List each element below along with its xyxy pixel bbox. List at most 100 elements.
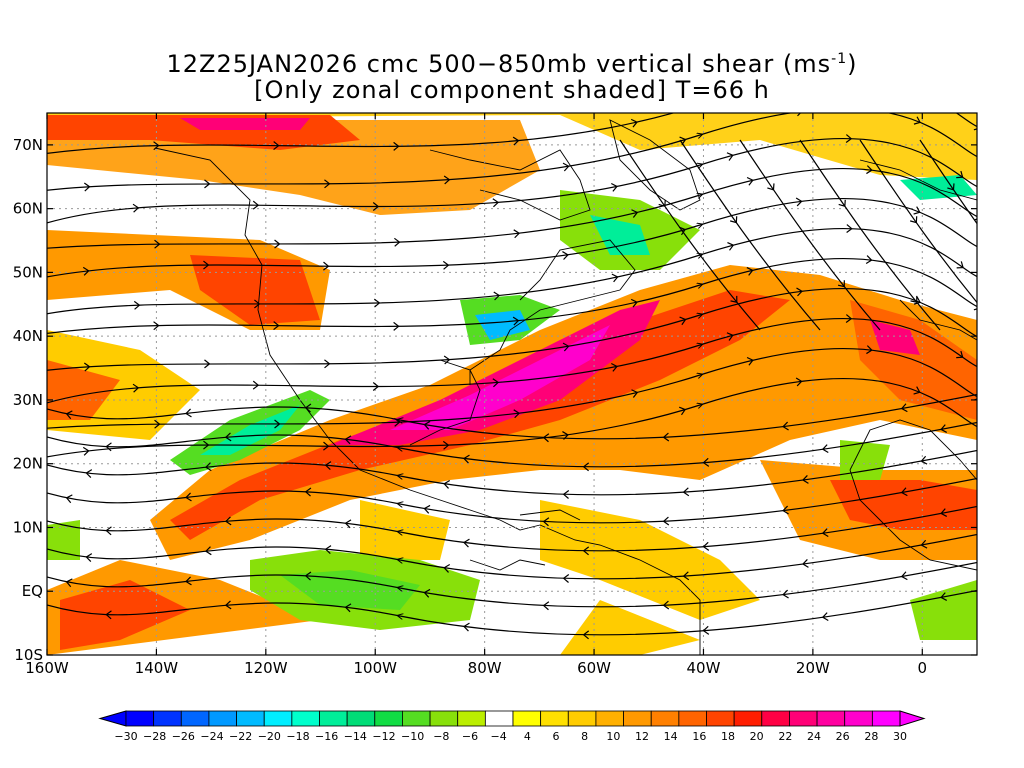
- streamline-arrow: [82, 266, 90, 276]
- colorbar-swatch: [429, 710, 459, 727]
- streamline-arrow: [252, 380, 260, 390]
- colorbar-label: −12: [372, 730, 395, 743]
- colorbar-swatch: [208, 710, 237, 727]
- streamline-arrow: [838, 199, 846, 208]
- streamline-arrow: [682, 487, 690, 497]
- streamline-arrow: [273, 141, 280, 151]
- streamline-arrow: [940, 424, 948, 433]
- streamline-arrow: [83, 182, 91, 192]
- streamline-arrow: [726, 152, 734, 161]
- streamline-arrow: [746, 356, 754, 366]
- streamline-arrow: [910, 295, 918, 303]
- streamline-arrow: [631, 389, 639, 398]
- streamline-arrow: [393, 141, 400, 151]
- colorbar-swatch: [844, 710, 873, 727]
- streamline-arrow: [185, 492, 192, 502]
- colorbar-swatch: [236, 710, 265, 727]
- streamline-arrow: [900, 403, 908, 413]
- streamline-arrow: [973, 302, 977, 311]
- colorbar-swatch: [484, 710, 514, 727]
- streamline-arrow: [372, 202, 380, 211]
- streamline-arrow: [802, 475, 809, 484]
- streamline-arrow: [324, 359, 331, 369]
- colorbar-label: 8: [581, 730, 588, 743]
- streamline-arrow: [82, 446, 90, 456]
- streamline-arrow: [973, 122, 977, 131]
- streamline-arrow: [512, 136, 520, 146]
- colorbar-swatch: [595, 710, 624, 727]
- streamline-arrow: [562, 342, 570, 352]
- streamline-arrow: [662, 600, 670, 610]
- y-tick-label: 40N: [13, 327, 43, 345]
- colorbar-label: 14: [664, 730, 678, 743]
- streamline-arrow: [492, 198, 500, 208]
- colorbar-label: 22: [778, 730, 792, 743]
- colorbar-swatch: [789, 710, 818, 727]
- streamline-arrow: [512, 316, 520, 326]
- streamline-arrow: [956, 261, 964, 269]
- streamline-arrow: [542, 517, 550, 527]
- streamline-arrow: [562, 490, 570, 499]
- colorbar-label: 16: [692, 730, 706, 743]
- streamline-arrow: [562, 574, 570, 583]
- streamline: [47, 449, 977, 496]
- streamline-arrow: [224, 432, 232, 442]
- chart-title-line-2: [Only zonal component shaded] T=66 h: [254, 76, 770, 104]
- streamline-arrow: [900, 487, 908, 497]
- streamline-arrow: [324, 461, 332, 471]
- streamline-arrow: [582, 462, 590, 472]
- streamline-arrow: [821, 444, 829, 454]
- streamline-arrow: [582, 630, 590, 640]
- streamline-arrow: [423, 504, 431, 514]
- colorbar-label: −30: [114, 730, 137, 743]
- colorbar-label: 18: [721, 730, 735, 743]
- streamline-arrow: [323, 441, 330, 451]
- streamline-arrow: [630, 298, 638, 308]
- streamline-arrow: [678, 406, 687, 416]
- streamline-arrow: [846, 224, 853, 234]
- streamline-arrow: [913, 296, 921, 305]
- colorbar-swatch: [816, 710, 846, 727]
- streamline-arrow: [204, 462, 212, 472]
- streamline-arrow: [730, 216, 738, 224]
- streamline-arrow: [702, 457, 710, 467]
- streamline-arrow: [947, 183, 955, 191]
- colorbar-label: −8: [433, 730, 449, 743]
- streamline-arrow: [940, 592, 948, 601]
- x-axis: 160W 140W 120W 100W 80W 60W 40W 20W 0: [25, 113, 927, 677]
- colorbar-label: 10: [606, 730, 620, 743]
- colorbar-label: 20: [750, 730, 764, 743]
- streamline: [679, 139, 821, 331]
- streamline-arrow: [582, 546, 590, 556]
- chart-title-line-1: 12Z25JAN2026 cmc 500−850mb vertical shea…: [0, 50, 1024, 78]
- streamline-arrow: [702, 625, 710, 635]
- colorbar-label: 26: [836, 730, 850, 743]
- colorbar: −30 −28 −26 −24 −22 −20 −18 −16 −14 −12 −10 −8 −6 −4 4…: [98, 710, 926, 743]
- colorbar-label: −14: [344, 730, 367, 743]
- streamline: [47, 378, 977, 458]
- streamline: [619, 139, 761, 331]
- streamline-arrow: [34, 425, 40, 433]
- streamline: [47, 288, 977, 371]
- x-tick-label: 100W: [354, 659, 398, 677]
- colorbar-label: −4: [491, 730, 507, 743]
- colorbar-swatch: [623, 710, 652, 727]
- streamline-arrow: [132, 203, 140, 213]
- streamline-arrow: [630, 118, 638, 128]
- x-tick-label: 140W: [135, 659, 179, 677]
- streamline: [47, 258, 977, 334]
- streamline-arrow: [105, 442, 112, 452]
- streamline-arrow: [443, 175, 451, 185]
- x-tick-label: 0: [918, 659, 928, 677]
- streamline-arrow: [324, 179, 331, 189]
- colorbar-label: −10: [401, 730, 424, 743]
- streamline-arrow: [658, 199, 666, 208]
- streamline: [799, 139, 941, 331]
- streamline-arrow: [662, 516, 670, 526]
- streamline: [47, 113, 977, 154]
- colorbar-swatch: [125, 710, 155, 727]
- streamline-arrow: [920, 455, 928, 465]
- colorbar-label: −22: [229, 730, 252, 743]
- streamline-arrow: [274, 239, 281, 249]
- colorbar-swatch: [374, 710, 403, 727]
